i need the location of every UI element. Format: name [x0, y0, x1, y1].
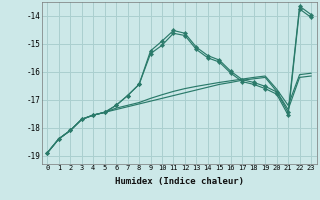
- X-axis label: Humidex (Indice chaleur): Humidex (Indice chaleur): [115, 177, 244, 186]
